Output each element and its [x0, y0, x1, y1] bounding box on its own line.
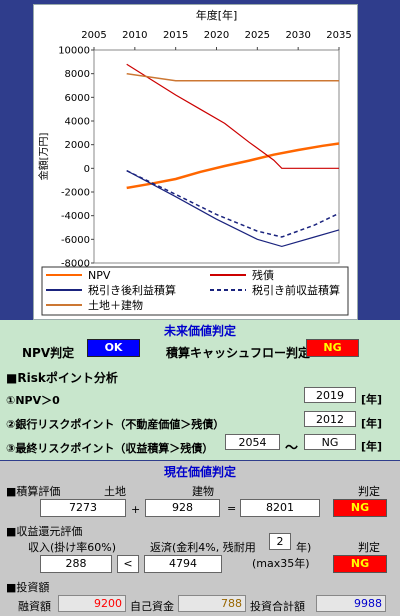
- own-funds-label: 自己資金: [130, 600, 174, 613]
- loan-value-field: 9200: [58, 595, 126, 612]
- loan-label: 融資額: [18, 600, 51, 613]
- equals-sign: =: [227, 502, 237, 515]
- x-tick-label: 2005: [81, 30, 106, 41]
- income-judge-label: 判定: [358, 541, 380, 554]
- future-header: 未来価値判定: [163, 324, 236, 338]
- y-tick-label: -6000: [61, 235, 90, 246]
- risk1-label: ①NPV＞0: [6, 394, 60, 407]
- y-tick-label: 8000: [65, 69, 90, 80]
- risk3-unit: [年]: [361, 440, 383, 453]
- own-funds-value-field: 788: [178, 595, 246, 612]
- y-axis-title: 金額[万円]: [37, 133, 50, 181]
- total-invest-value-field: 9988: [316, 595, 386, 612]
- risk1-unit: [年]: [361, 393, 383, 406]
- years-unit: 年): [296, 541, 312, 554]
- legend-label: NPV: [88, 269, 111, 282]
- risk-title: ■Riskポイント分析: [6, 371, 118, 385]
- sekisan-title: ■積算評価: [6, 485, 61, 498]
- less-than-sign: <: [117, 555, 139, 573]
- y-tick-label: 6000: [65, 93, 90, 104]
- risk2-label: ②銀行リスクポイント（不動産価値＞残債）: [6, 418, 225, 431]
- future-value-panel: 未来価値判定 NPV判定 OK 積算キャッシュフロー判定 NG ■Riskポイン…: [0, 320, 400, 460]
- legend-label: 土地＋建物: [88, 298, 143, 312]
- series-line-2: [126, 63, 339, 169]
- x-tick-label: 2025: [245, 30, 270, 41]
- series-line-3: [126, 170, 340, 248]
- income-result-badge: NG: [333, 555, 387, 573]
- repay-value-field: 4794: [144, 555, 222, 573]
- legend-label: 残債: [252, 268, 274, 282]
- risk2-unit: [年]: [361, 417, 383, 430]
- x-tick-label: 2030: [285, 30, 310, 41]
- series-line-5: [126, 72, 339, 82]
- risk3-label: ③最終リスクポイント（収益積算＞残債）: [6, 442, 214, 455]
- x-tick-label: 2035: [326, 30, 351, 41]
- legend-label: 税引き後利益積算: [88, 283, 176, 297]
- y-tick-label: 10000: [58, 46, 90, 57]
- legend-label: 税引き前収益積算: [252, 283, 340, 297]
- risk2-year-field: 2012: [304, 411, 356, 427]
- risk1-year-field: 2019: [304, 387, 356, 403]
- present-header: 現在価値判定: [163, 465, 236, 479]
- chart-svg: 年度[年] 2005 2010 2015 2020 2025 2030 2035 10000 80…: [37, 8, 352, 316]
- y-tick-label: 0: [84, 164, 90, 175]
- building-label: 建物: [192, 485, 214, 498]
- income-label: 収入(掛け率60%): [28, 541, 117, 554]
- series-line-4: [126, 170, 340, 238]
- total-value-field: 8201: [240, 499, 320, 517]
- remaining-years-field: 2: [269, 533, 291, 550]
- x-tick-label: 2015: [163, 30, 188, 41]
- land-value-field: 7273: [40, 499, 126, 517]
- sekisan-judge-label: 判定: [358, 485, 380, 498]
- npv-judge-label: NPV判定: [22, 346, 75, 360]
- risk3-tilde: ～: [285, 441, 299, 456]
- max-note: (max35年): [252, 557, 310, 570]
- legend-box: [41, 266, 349, 316]
- cashflow-judge-label: 積算キャッシュフロー判定: [166, 346, 311, 360]
- income-value-field: 288: [40, 555, 112, 573]
- land-label: 土地: [104, 485, 126, 498]
- risk3-year-field: 2054: [225, 434, 280, 450]
- y-tick-label: -2000: [61, 188, 90, 199]
- chart-area: 年度[年] 2005 2010 2015 2020 2025 2030 2035 10000 80…: [33, 4, 358, 320]
- cashflow-result-badge: NG: [306, 339, 359, 357]
- plus-sign: +: [131, 503, 141, 516]
- y-tick-label: -8000: [61, 259, 90, 270]
- sekisan-result-badge: NG: [333, 499, 387, 517]
- y-tick-label: -4000: [61, 211, 90, 222]
- npv-result-badge: OK: [87, 339, 140, 357]
- series-line-1: [126, 142, 340, 190]
- total-invest-label: 投資合計額: [250, 600, 305, 613]
- x-tick-label: 2020: [204, 30, 229, 41]
- y-tick-label: 2000: [65, 140, 90, 151]
- invest-title: ■投資額: [6, 581, 50, 594]
- building-value-field: 928: [145, 499, 220, 517]
- plot-frame: [93, 49, 340, 264]
- x-axis-title: 年度[年]: [196, 8, 238, 22]
- x-tick-label: 2010: [122, 30, 147, 41]
- income-title: ■収益還元評価: [6, 525, 83, 538]
- repay-label: 返済(金利4%, 残耐用: [150, 541, 256, 554]
- y-tick-label: 4000: [65, 117, 90, 128]
- risk3-result-field: NG: [304, 434, 356, 450]
- present-value-panel: 現在価値判定 ■積算評価 土地 建物 判定 7273 + 928 = 8201 …: [0, 461, 400, 616]
